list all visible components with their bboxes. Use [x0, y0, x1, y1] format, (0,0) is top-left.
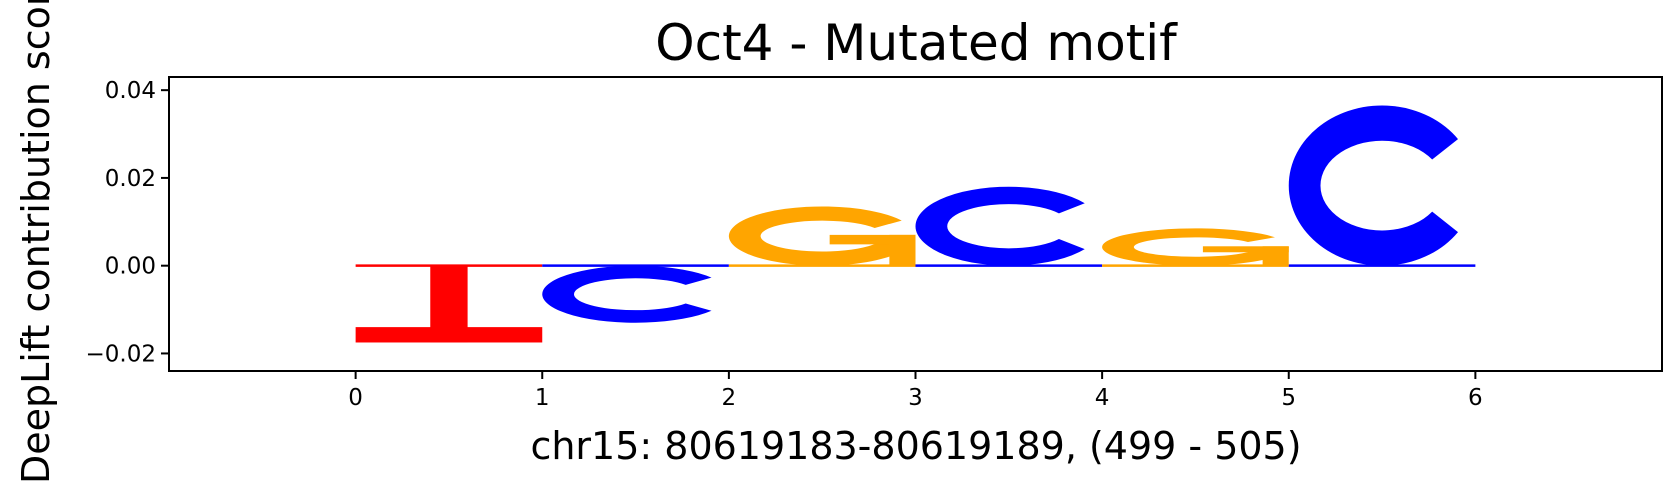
x-tick-label: 0 — [348, 385, 363, 411]
y-axis-label: DeepLift contribution score — [14, 0, 58, 484]
letter-c-shape — [915, 186, 1085, 266]
logo-letter-c-5 — [1288, 105, 1459, 266]
x-tick-label: 3 — [908, 385, 923, 411]
x-tick-label: 4 — [1095, 385, 1110, 411]
x-tick-label: 5 — [1281, 385, 1296, 411]
y-tick-label: 0.02 — [105, 166, 156, 192]
logo-letter-t-0 — [355, 265, 543, 343]
y-tick-label: −0.02 — [86, 341, 156, 367]
letter-t-bar — [355, 327, 543, 343]
letter-g-bar — [829, 234, 916, 245]
x-tick-label: 6 — [1468, 385, 1483, 411]
letter-g-shape — [728, 206, 916, 266]
y-tick-label: 0.00 — [105, 254, 156, 280]
x-tick-label: 1 — [535, 385, 550, 411]
letter-g-bar — [1202, 246, 1289, 253]
x-axis-label: chr15: 80619183-80619189, (499 - 505) — [530, 424, 1301, 468]
x-tick-label: 2 — [722, 385, 737, 411]
logo-letter-g-2 — [728, 206, 916, 266]
letter-g-shape — [1102, 228, 1289, 266]
logo-letter-c-3 — [915, 186, 1085, 266]
logo-letter-g-4 — [1102, 228, 1289, 266]
letter-c-shape — [542, 265, 712, 323]
logo-letter-c-1 — [542, 265, 712, 323]
letter-g-spur — [1262, 246, 1289, 265]
plot-area: 0 1 2 3 4 5 6 0.04 0.02 0.00 −0.02 — [86, 76, 1663, 411]
letter-g-spur — [889, 234, 916, 265]
letter-c-shape — [1288, 105, 1459, 266]
chart-title: Oct4 - Mutated motif — [655, 14, 1178, 72]
y-tick-label: 0.04 — [105, 78, 156, 104]
